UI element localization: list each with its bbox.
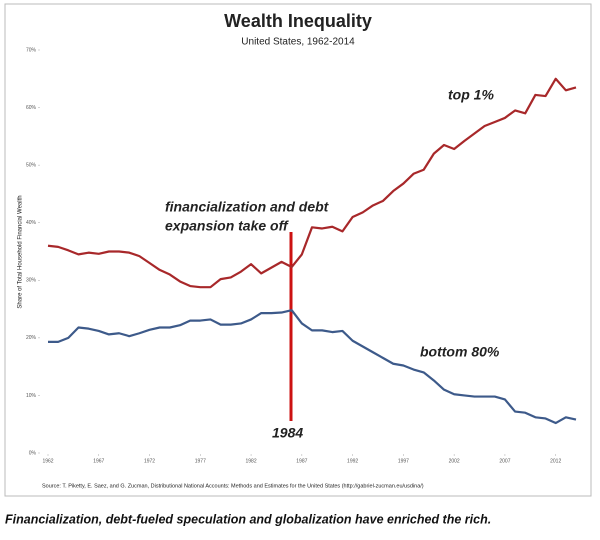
series-label: top 1% — [448, 87, 494, 103]
x-tick-label: 1977 — [195, 458, 206, 464]
y-tick-label: 0% — [29, 450, 37, 456]
x-tick-label: 1962 — [42, 458, 53, 464]
x-tick-label: 2007 — [499, 458, 510, 464]
x-tick-label: 1972 — [144, 458, 155, 464]
x-tick-label: 1967 — [93, 458, 104, 464]
y-tick-label: 10% — [26, 393, 37, 399]
chart-subtitle: United States, 1962-2014 — [241, 37, 355, 48]
chart-frame — [4, 3, 592, 497]
x-tick-label: 1987 — [296, 458, 307, 464]
y-tick-label: 40% — [26, 220, 37, 226]
source-note: Source: T. Piketty, E. Saez, and G. Zucm… — [42, 483, 424, 489]
series-line — [48, 309, 577, 425]
x-tick-label: 2012 — [550, 458, 561, 464]
x-tick-label: 2002 — [449, 458, 460, 464]
x-tick-label: 1982 — [246, 458, 257, 464]
event-annotation: financialization and debt — [165, 199, 330, 215]
caption: Financialization, debt-fueled speculatio… — [5, 512, 491, 526]
x-tick-label: 1992 — [347, 458, 358, 464]
series-line — [47, 77, 577, 289]
event-year: 1984 — [272, 425, 303, 441]
y-tick-label: 20% — [26, 335, 37, 341]
series-label: bottom 80% — [420, 344, 500, 360]
x-tick-label: 1997 — [398, 458, 409, 464]
y-tick-label: 70% — [26, 47, 37, 53]
y-tick-label: 30% — [26, 278, 37, 284]
y-tick-label: 60% — [26, 105, 37, 111]
event-annotation: expansion take off — [165, 218, 289, 234]
y-axis-label: Share of Total Household Financial Wealt… — [18, 195, 24, 308]
y-tick-label: 50% — [26, 162, 37, 168]
chart-title: Wealth Inequality — [224, 11, 372, 31]
